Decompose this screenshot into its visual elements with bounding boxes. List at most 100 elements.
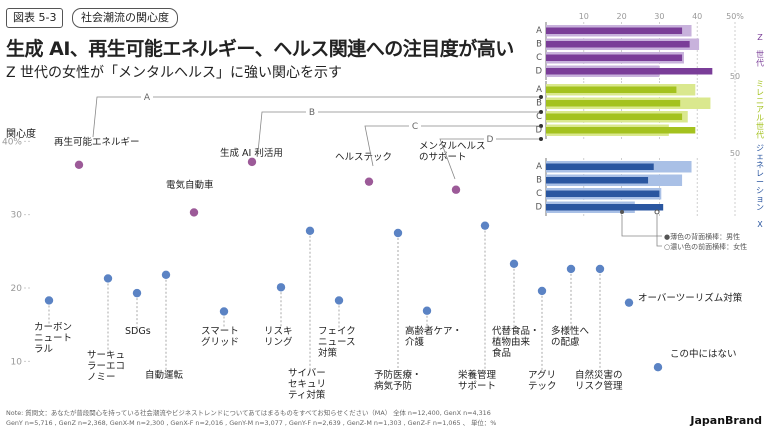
brand-logo: JapanBrand xyxy=(690,414,762,427)
point-label-line: 代替食品・ xyxy=(492,325,540,337)
bar-group-name-char: ョ xyxy=(756,195,764,204)
bar-female xyxy=(546,54,683,61)
bar-category-label: D xyxy=(535,126,542,136)
bar-category-label: B xyxy=(536,40,542,50)
bar-group-name-char: Z xyxy=(757,33,763,42)
point-label: SDGs xyxy=(125,326,151,337)
point-label-line: ノミー xyxy=(87,372,116,383)
bar-category-label: C xyxy=(536,53,542,63)
connector-line xyxy=(92,96,541,138)
y-tick-label: 10 xyxy=(11,357,23,367)
bar-legend: ●薄色の背面横棒：男性○濃い色の前面横棒：女性 xyxy=(620,209,747,251)
point-label-line: のサポート xyxy=(419,152,467,163)
scatter-point xyxy=(451,185,461,194)
point-label-line: 高齢者ケア・ xyxy=(405,325,462,337)
legend-dot xyxy=(654,209,660,215)
bar-group-name-char: 代 xyxy=(756,129,764,139)
bar-group-name-char: X xyxy=(757,220,763,229)
scatter-point xyxy=(44,296,54,305)
point-label-line: 多様性へ xyxy=(551,325,590,337)
footnote-line-2: GenY n=5,716 , GenZ n=2,368, GenX-M n=2,… xyxy=(6,419,497,427)
point-label-line: 自然災害の xyxy=(575,369,623,381)
point-label-line: リスク管理 xyxy=(575,380,623,392)
bar-category-label: A xyxy=(536,85,542,95)
point-label-line: 栄養管理 xyxy=(458,369,497,381)
connector-label-bg xyxy=(306,105,318,117)
scatter-point xyxy=(132,288,142,298)
connector-line xyxy=(257,111,541,153)
scatter-point xyxy=(480,221,490,230)
figure-number-label: 図表 5-3 xyxy=(6,8,64,28)
connector-label-bg xyxy=(484,132,496,144)
legend-dot xyxy=(620,210,624,214)
point-label-line: テック xyxy=(528,381,557,392)
connector-line xyxy=(439,138,541,180)
scatter-point xyxy=(653,363,663,372)
bar-group-name-char: ネ xyxy=(756,161,764,170)
scatter-point xyxy=(509,259,519,268)
point-label: 生成 AI 利活用 xyxy=(220,147,283,159)
bar-female xyxy=(546,163,654,170)
bar-category-label: B xyxy=(536,176,542,186)
point-label: ヘルステック xyxy=(335,152,392,163)
y-tick-label: 40% xyxy=(2,137,22,147)
point-label-line: サポート xyxy=(458,381,496,392)
point-label-line: SDGs xyxy=(125,326,151,337)
point-label-line: 対策 xyxy=(318,347,338,359)
x-tick-label: 10 xyxy=(579,12,589,21)
x-tick-label: 50 xyxy=(730,149,740,158)
bar-group-name-char: レ xyxy=(756,88,764,97)
x-tick-label: 50 xyxy=(730,72,740,81)
bar-female xyxy=(546,127,696,134)
point-label-line: ニュート xyxy=(34,333,72,344)
point-label-line: 自動運転 xyxy=(145,369,184,381)
bar-female xyxy=(546,113,683,120)
connector-end-dot xyxy=(539,137,543,141)
scatter-point xyxy=(624,298,634,307)
point-label-line: 再生可能エネルギー xyxy=(54,136,140,148)
point-label-line: リスキ xyxy=(264,326,293,337)
point-label-line: リング xyxy=(264,336,293,348)
legend-male-label: ●薄色の背面横棒：男性 xyxy=(664,232,740,241)
point-label-line: フェイク xyxy=(318,326,356,337)
point-label-line: 植物由来 xyxy=(492,336,531,348)
scatter-point xyxy=(364,177,374,186)
connector-label: A xyxy=(144,93,151,103)
legend-connector xyxy=(621,215,662,237)
point-label: 再生可能エネルギー xyxy=(54,136,140,148)
scatter-point xyxy=(334,296,344,305)
bar-group-name-char: ェ xyxy=(756,152,764,161)
scatter-point xyxy=(537,286,547,296)
point-label-line: カーボン xyxy=(34,322,72,333)
point-label-line: アグリ xyxy=(528,369,556,381)
page-title: 生成 AI、再生可能エネルギー、ヘルス関連への注目度が高い xyxy=(6,38,514,60)
bar-group-name: Z 世代 xyxy=(756,33,764,68)
bar-female xyxy=(546,204,664,211)
bar-group-name-char: 代 xyxy=(756,58,764,68)
point-label: 予防医療・病気予防 xyxy=(374,369,422,392)
x-tick-label: 50% xyxy=(726,12,744,21)
scatter-point xyxy=(247,157,257,167)
bar-group-name-char: ジ xyxy=(756,144,764,153)
point-label-line: ラーエコ xyxy=(87,361,125,372)
point-label-line: 生成 AI 利活用 xyxy=(220,147,283,159)
connector-label-bg xyxy=(141,90,153,102)
y-tick-label: 20 xyxy=(11,284,23,294)
bar-group-name-char: 世 xyxy=(756,49,764,59)
bar-female xyxy=(546,41,690,48)
scatter-point xyxy=(103,274,113,283)
x-tick-label: 40 xyxy=(692,12,702,21)
point-label-line: 電気自動車 xyxy=(166,179,214,191)
y-tick-label: 30 xyxy=(11,211,23,221)
point-label-line: ヘルステック xyxy=(335,152,392,163)
scatter-point xyxy=(276,283,286,292)
x-tick-label: 30 xyxy=(654,12,664,21)
